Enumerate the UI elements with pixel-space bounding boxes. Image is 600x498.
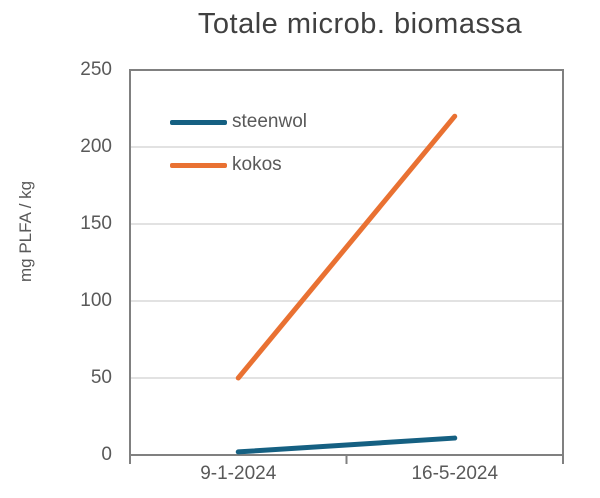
chart-title: Totale microb. biomassa [197, 8, 523, 40]
series-line-kokos [235, 113, 458, 381]
legend-item-kokos: kokos [170, 153, 307, 177]
legend-swatch [170, 119, 227, 125]
series-line-steenwol [235, 435, 458, 455]
y-tick-label: 50 [90, 367, 112, 388]
legend-label: steenwol [232, 111, 307, 132]
legend: steenwol kokos [170, 110, 307, 196]
x-tick-label: 9-1-2024 [200, 463, 277, 484]
x-tick-label: 16-5-2024 [411, 463, 499, 484]
legend-item-steenwol: steenwol [170, 110, 307, 134]
y-tick-label: 150 [80, 213, 112, 234]
y-tick-label: 100 [80, 290, 112, 311]
legend-label: kokos [232, 154, 282, 175]
y-tick-label: 0 [101, 444, 112, 465]
y-tick-label: 200 [80, 136, 112, 157]
legend-swatch [170, 162, 227, 168]
y-tick-label: 250 [80, 59, 112, 80]
